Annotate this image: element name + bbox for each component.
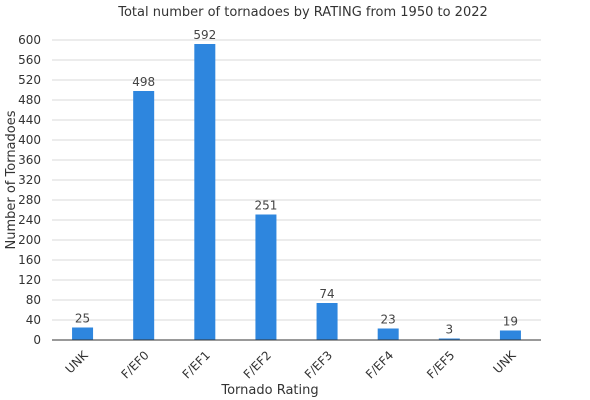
bar-value-label: 25 [75, 312, 90, 326]
gridlines [52, 39, 541, 321]
bar [316, 303, 338, 340]
y-tick-label: 560 [18, 53, 41, 67]
y-tick-label: 240 [18, 213, 41, 227]
y-tick-label: 440 [18, 113, 41, 127]
bar-value-label: 23 [381, 313, 396, 327]
bar [72, 327, 94, 340]
x-tick-label: F/EF2 [241, 348, 274, 381]
y-tick-label: 600 [18, 33, 41, 47]
bar-value-label: 251 [254, 199, 277, 213]
y-axis-title: Number of Tornadoes [4, 110, 19, 249]
y-tick-label: 480 [18, 93, 41, 107]
y-tick-label: 520 [18, 73, 41, 87]
x-tick-label: F/EF0 [119, 348, 152, 381]
x-tick-label: F/EF5 [424, 348, 457, 381]
x-tick-label: F/EF3 [302, 348, 335, 381]
bar [499, 330, 521, 340]
chart-title: Total number of tornadoes by RATING from… [117, 5, 488, 20]
y-tick-label: 360 [18, 153, 41, 167]
y-tick-label: 320 [18, 173, 41, 187]
y-tick-label: 80 [26, 293, 41, 307]
y-tick-label: 160 [18, 253, 41, 267]
x-axis-title: Tornado Rating [220, 383, 318, 398]
bar [377, 328, 399, 340]
bar-value-label: 592 [193, 28, 216, 42]
y-tick-label: 400 [18, 133, 41, 147]
y-axis-ticks: 0 40 80 120 160 200 240 280 320 360 400 440 480 520 56… [18, 33, 41, 347]
bar [255, 214, 277, 340]
x-tick-label: UNK [63, 347, 92, 376]
y-tick-label: 200 [18, 233, 41, 247]
x-axis-ticks: UNK F/EF0 F/EF1 F/EF2 F/EF3 F/EF4 F/EF5 UNK [63, 347, 520, 381]
bar-value-label: 3 [445, 323, 453, 337]
bars [72, 44, 521, 340]
y-tick-label: 120 [18, 273, 41, 287]
y-tick-label: 280 [18, 193, 41, 207]
x-tick-label: F/EF4 [363, 348, 396, 381]
bar-value-label: 498 [132, 75, 155, 89]
data-labels: 25 498 592 251 74 23 3 19 [75, 28, 518, 337]
bar-value-label: 19 [503, 315, 518, 329]
bar [438, 338, 460, 340]
x-tick-label: F/EF1 [180, 348, 213, 381]
bar-value-label: 74 [319, 287, 334, 301]
bar [133, 91, 155, 340]
x-tick-label: UNK [491, 347, 520, 376]
y-tick-label: 40 [26, 313, 41, 327]
y-tick-label: 0 [33, 333, 41, 347]
bar [194, 44, 216, 340]
